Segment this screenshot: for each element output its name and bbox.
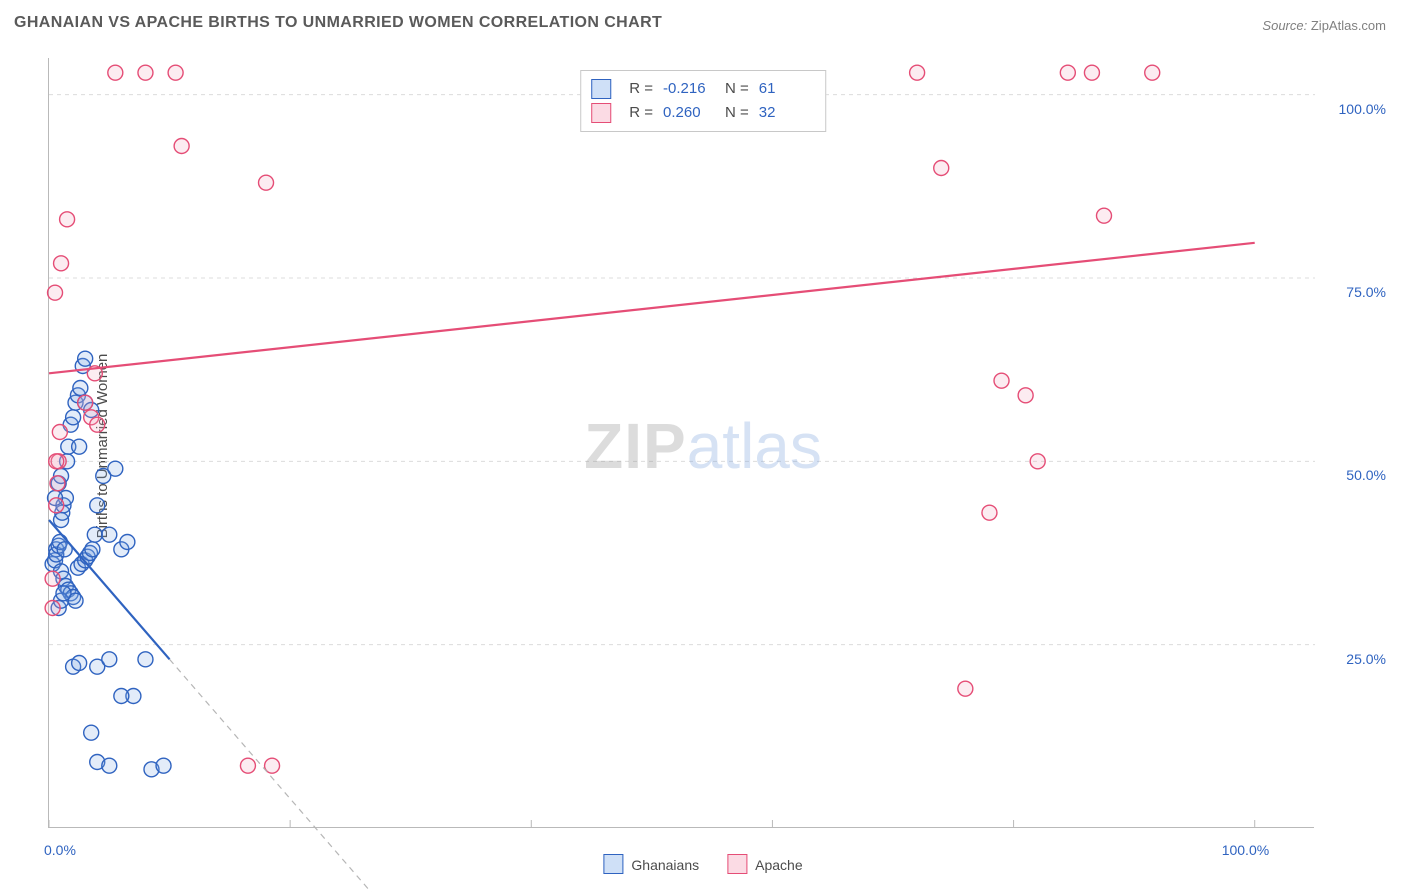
plot-svg bbox=[49, 58, 1315, 828]
data-point bbox=[56, 586, 71, 601]
data-point bbox=[994, 373, 1009, 388]
data-point bbox=[48, 285, 63, 300]
data-point bbox=[174, 139, 189, 154]
n-value: 32 bbox=[759, 101, 811, 125]
data-point bbox=[1145, 65, 1160, 80]
data-point bbox=[102, 758, 117, 773]
data-point bbox=[90, 498, 105, 513]
legend-swatch bbox=[591, 79, 611, 99]
series-legend-label: Apache bbox=[755, 857, 802, 873]
data-point bbox=[50, 476, 65, 491]
data-point bbox=[66, 410, 81, 425]
plot-frame bbox=[48, 58, 1314, 828]
data-point bbox=[73, 381, 88, 396]
data-point bbox=[1097, 208, 1112, 223]
data-point bbox=[87, 527, 102, 542]
data-point bbox=[910, 65, 925, 80]
data-point bbox=[85, 542, 100, 557]
y-tick-label: 75.0% bbox=[1346, 284, 1386, 300]
data-point bbox=[1060, 65, 1075, 80]
data-point bbox=[958, 681, 973, 696]
data-point bbox=[49, 498, 64, 513]
data-point bbox=[102, 527, 117, 542]
trend-line-extrapolated bbox=[170, 659, 375, 892]
data-point bbox=[120, 535, 135, 550]
data-point bbox=[108, 461, 123, 476]
legend-swatch bbox=[727, 854, 747, 874]
data-point bbox=[78, 351, 93, 366]
data-point bbox=[60, 212, 75, 227]
chart-container: GHANAIAN VS APACHE BIRTHS TO UNMARRIED W… bbox=[0, 0, 1406, 892]
data-point bbox=[982, 505, 997, 520]
n-value: 61 bbox=[759, 77, 811, 101]
data-point bbox=[1030, 454, 1045, 469]
correlation-legend: R = -0.216 N = 61 R = 0.260 N = 32 bbox=[580, 70, 826, 132]
n-label: N = bbox=[725, 77, 749, 101]
r-label: R = bbox=[629, 77, 653, 101]
x-tick-label: 100.0% bbox=[1222, 842, 1269, 858]
trend-line bbox=[49, 243, 1255, 374]
data-point bbox=[259, 175, 274, 190]
data-point bbox=[114, 689, 129, 704]
source-label: Source: bbox=[1262, 18, 1307, 33]
data-point bbox=[108, 65, 123, 80]
data-point bbox=[78, 395, 93, 410]
series-legend: Ghanaians Apache bbox=[603, 854, 802, 874]
data-point bbox=[168, 65, 183, 80]
chart-title: GHANAIAN VS APACHE BIRTHS TO UNMARRIED W… bbox=[14, 14, 662, 32]
x-tick-label: 0.0% bbox=[44, 842, 76, 858]
source-value: ZipAtlas.com bbox=[1311, 18, 1386, 33]
data-point bbox=[102, 652, 117, 667]
source-credit: Source: ZipAtlas.com bbox=[1262, 18, 1386, 33]
y-tick-label: 100.0% bbox=[1339, 101, 1386, 117]
r-value: 0.260 bbox=[663, 101, 715, 125]
data-point bbox=[138, 652, 153, 667]
correlation-legend-row: R = 0.260 N = 32 bbox=[591, 101, 811, 125]
data-point bbox=[84, 725, 99, 740]
legend-swatch bbox=[603, 854, 623, 874]
data-point bbox=[45, 601, 60, 616]
data-point bbox=[54, 256, 69, 271]
data-point bbox=[138, 65, 153, 80]
y-tick-label: 50.0% bbox=[1346, 467, 1386, 483]
series-legend-item: Ghanaians bbox=[603, 854, 699, 874]
data-point bbox=[156, 758, 171, 773]
series-legend-item: Apache bbox=[727, 854, 802, 874]
data-point bbox=[934, 161, 949, 176]
data-point bbox=[1018, 388, 1033, 403]
r-value: -0.216 bbox=[663, 77, 715, 101]
n-label: N = bbox=[725, 101, 749, 125]
data-point bbox=[52, 425, 67, 440]
legend-swatch bbox=[591, 103, 611, 123]
data-point bbox=[45, 571, 60, 586]
data-point bbox=[49, 454, 64, 469]
r-label: R = bbox=[629, 101, 653, 125]
series-legend-label: Ghanaians bbox=[631, 857, 699, 873]
data-point bbox=[72, 656, 87, 671]
data-point bbox=[240, 758, 255, 773]
y-tick-label: 25.0% bbox=[1346, 651, 1386, 667]
data-point bbox=[1084, 65, 1099, 80]
data-point bbox=[72, 439, 87, 454]
data-point bbox=[90, 417, 105, 432]
correlation-legend-row: R = -0.216 N = 61 bbox=[591, 77, 811, 101]
